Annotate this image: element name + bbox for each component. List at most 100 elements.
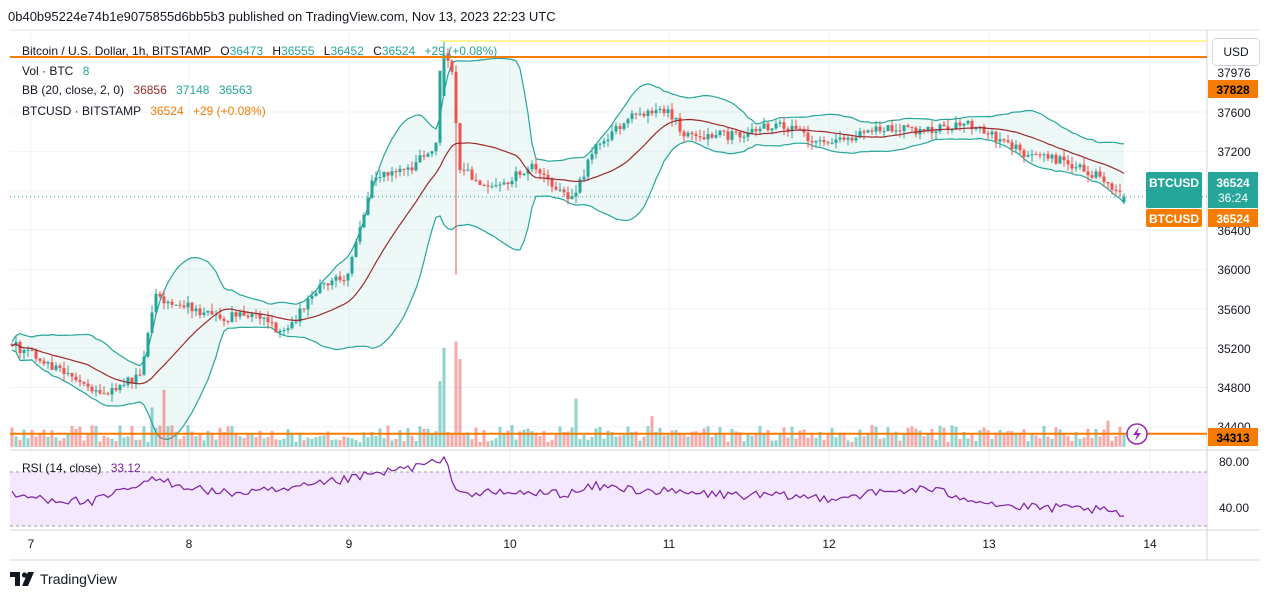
candle	[934, 128, 938, 141]
horizontal-lines	[10, 40, 1207, 435]
candle	[1118, 183, 1122, 198]
candle	[734, 129, 738, 135]
candle	[718, 129, 722, 138]
volume-bar	[450, 434, 454, 447]
volume-bar	[626, 426, 630, 447]
volume-bar	[170, 425, 174, 447]
volume-bar	[394, 438, 398, 447]
candle	[730, 128, 734, 145]
volume-bar	[986, 430, 990, 447]
volume-bar	[134, 440, 138, 447]
volume-bar	[1002, 432, 1006, 447]
candle	[158, 290, 162, 299]
candle	[910, 126, 914, 132]
candle	[798, 125, 802, 130]
candle	[502, 178, 506, 185]
volume-bar	[110, 438, 114, 447]
volume-bar	[474, 427, 478, 447]
volume-bar	[962, 431, 966, 447]
volume-bar	[278, 439, 282, 447]
candle	[138, 368, 142, 377]
candle	[946, 119, 950, 135]
candle	[942, 120, 946, 127]
volume-bar	[602, 438, 606, 447]
candle	[98, 384, 102, 395]
volume-bar	[498, 426, 502, 447]
candle	[570, 188, 574, 200]
legend-symbol: Bitcoin / U.S. Dollar, 1h, BITSTAMP O364…	[22, 44, 497, 58]
candle	[662, 105, 666, 117]
candle	[646, 108, 650, 124]
price-tick: 35200	[1217, 342, 1251, 356]
candle	[30, 347, 34, 352]
candle	[778, 119, 782, 127]
tradingview-logo[interactable]: TradingView	[10, 571, 117, 587]
legend-compare: BTCUSD · BITSTAMP 36524 +29 (+0.08%)	[22, 104, 266, 118]
volume-bar	[890, 434, 894, 447]
volume-bar	[926, 433, 930, 447]
volume-bar	[978, 430, 982, 447]
volume-bar	[714, 434, 718, 447]
candle	[466, 163, 470, 172]
volume-bar	[466, 432, 470, 447]
volume-bar	[434, 431, 438, 447]
candle	[562, 186, 566, 198]
candle	[90, 384, 94, 395]
candle	[70, 372, 74, 383]
volume-bar	[954, 426, 958, 447]
volume-bar	[94, 425, 98, 447]
candle	[578, 176, 582, 194]
candle	[186, 295, 190, 314]
volume-bar	[30, 429, 34, 447]
candle	[154, 288, 158, 314]
candle	[634, 112, 638, 120]
volume-bar	[198, 434, 202, 447]
volume-bar	[382, 438, 386, 447]
volume-bar	[542, 431, 546, 447]
volume-bar	[674, 429, 678, 447]
candle	[806, 125, 810, 148]
lightning-icon[interactable]	[1126, 423, 1148, 445]
candle	[694, 130, 698, 142]
candle	[1070, 156, 1074, 173]
volume-bar	[970, 433, 974, 447]
candle	[1026, 151, 1030, 158]
candle	[850, 134, 854, 144]
candle	[706, 127, 710, 147]
volume-bar	[1062, 433, 1066, 447]
candle	[766, 121, 770, 132]
candle	[854, 130, 858, 144]
price-tick: 37200	[1217, 145, 1251, 159]
candle	[142, 350, 146, 376]
volume-bar	[1118, 426, 1122, 447]
candle	[630, 110, 634, 124]
candle	[134, 367, 138, 389]
candle	[890, 119, 894, 133]
volume-bar	[90, 425, 94, 447]
svg-text:36:24: 36:24	[1218, 191, 1248, 205]
legend-volume: Vol · BTC 8	[22, 64, 90, 78]
volume-bar	[634, 431, 638, 447]
candle	[58, 363, 62, 372]
volume-bar	[510, 425, 514, 447]
candle	[310, 290, 314, 305]
volume-bar	[362, 432, 366, 447]
volume-bar	[630, 431, 634, 447]
candle	[362, 212, 366, 228]
volume-bar	[306, 437, 310, 447]
time-label: 11	[663, 537, 676, 551]
candle	[394, 168, 398, 179]
volume-bar	[558, 426, 562, 447]
candle	[298, 302, 302, 327]
volume-bar	[886, 427, 890, 447]
rsi-tick: 80.00	[1219, 455, 1249, 469]
volume-bar	[74, 428, 78, 447]
currency-button[interactable]: USD	[1212, 38, 1260, 66]
volume-bar	[406, 428, 410, 447]
volume-bar	[930, 429, 934, 447]
publish-header: 0b40b95224e74b1e9075855d6bb5b3 published…	[8, 9, 556, 24]
volume-bar	[870, 425, 874, 447]
candle	[162, 289, 166, 310]
candle	[366, 191, 370, 216]
